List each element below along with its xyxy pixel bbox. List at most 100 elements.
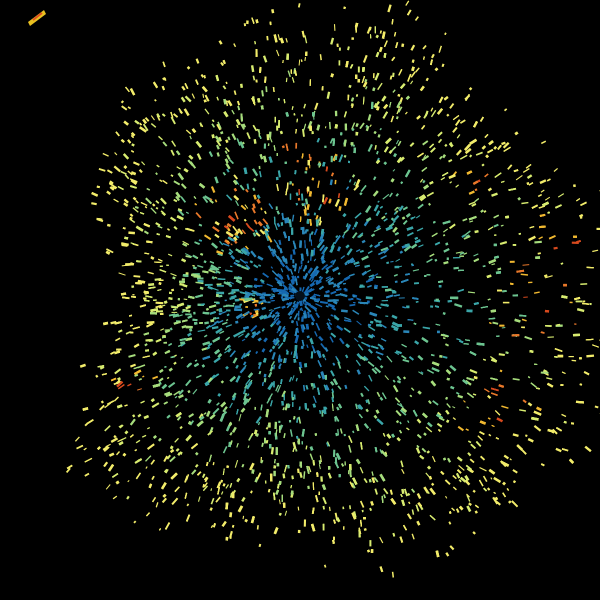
echo-streak — [242, 123, 247, 128]
echo-streak — [224, 150, 228, 154]
echo-streak — [258, 264, 262, 267]
echo-streak — [390, 260, 394, 263]
echo-streak — [171, 140, 177, 147]
echo-streak — [258, 543, 262, 548]
echo-streak — [210, 264, 219, 271]
echo-streak — [253, 313, 257, 317]
echo-streak — [113, 198, 119, 203]
echo-streak — [298, 59, 301, 66]
echo-streak — [137, 413, 142, 418]
echo-streak — [586, 354, 595, 358]
echo-streak — [500, 224, 504, 227]
echo-streak — [524, 335, 533, 341]
echo-streak — [321, 484, 327, 491]
echo-streak — [271, 248, 276, 254]
echo-streak — [228, 251, 232, 256]
echo-streak — [215, 270, 221, 274]
echo-streak — [466, 406, 470, 409]
echo-streak — [533, 410, 542, 416]
echo-streak — [303, 202, 306, 207]
echo-streak — [112, 495, 118, 500]
echo-streak — [260, 105, 264, 110]
echo-streak — [261, 90, 264, 97]
echo-streak — [392, 169, 396, 172]
echo-streak — [445, 552, 450, 557]
echo-streak — [330, 172, 335, 177]
echo-streak — [177, 394, 184, 399]
echo-streak — [343, 197, 349, 206]
echo-streak — [267, 283, 274, 288]
echo-streak — [209, 507, 213, 511]
echo-streak — [226, 465, 230, 469]
echo-streak — [274, 252, 279, 260]
echo-streak — [376, 150, 379, 155]
echo-streak — [507, 164, 513, 170]
echo-streak — [270, 251, 276, 258]
echo-streak — [229, 432, 233, 436]
echo-streak — [379, 364, 384, 369]
echo-streak — [493, 476, 502, 484]
echo-streak — [319, 300, 328, 305]
echo-streak — [159, 179, 163, 183]
echo-streak — [281, 289, 289, 295]
echo-streak — [374, 243, 381, 249]
echo-streak — [395, 42, 399, 49]
echo-streak — [421, 447, 427, 453]
echo-streak — [297, 266, 301, 274]
echo-streak — [540, 140, 547, 145]
echo-streak — [180, 196, 187, 203]
echo-streak — [359, 249, 364, 253]
echo-streak — [158, 377, 164, 383]
echo-streak — [515, 174, 523, 181]
echo-streak — [310, 523, 316, 532]
echo-streak — [242, 515, 245, 520]
echo-streak — [469, 458, 475, 464]
echo-streak — [329, 179, 333, 186]
echo-streak — [212, 461, 215, 466]
echo-streak — [396, 375, 402, 381]
echo-streak — [231, 133, 237, 141]
echo-streak — [539, 213, 546, 217]
echo-streak — [105, 484, 111, 490]
echo-streak — [185, 255, 192, 259]
echo-streak — [99, 365, 105, 370]
echo-streak — [230, 243, 233, 246]
echo-streak — [212, 407, 220, 415]
echo-streak — [410, 71, 416, 78]
echo-streak — [277, 312, 280, 315]
echo-streak — [527, 376, 531, 379]
echo-streak — [381, 215, 386, 220]
echo-streak — [120, 437, 127, 441]
echo-streak — [398, 106, 401, 109]
echo-streak — [215, 144, 220, 150]
echo-streak — [212, 226, 220, 233]
echo-streak — [244, 295, 250, 298]
echo-streak — [239, 366, 246, 374]
echo-streak — [124, 174, 130, 180]
echo-streak — [411, 533, 415, 540]
echo-streak — [446, 113, 450, 117]
echo-streak — [522, 264, 530, 266]
echo-streak — [391, 571, 395, 578]
echo-streak — [366, 269, 372, 273]
echo-streak — [120, 292, 127, 296]
echo-streak — [222, 85, 227, 90]
echo-streak — [253, 264, 259, 269]
echo-streak — [487, 187, 493, 192]
echo-streak — [409, 142, 415, 147]
echo-streak — [142, 118, 147, 124]
echo-streak — [206, 410, 211, 417]
echo-streak — [293, 303, 297, 307]
echo-streak — [143, 414, 150, 420]
echo-streak — [533, 425, 542, 432]
echo-streak — [129, 88, 136, 96]
echo-streak — [354, 337, 359, 343]
echo-streak — [533, 291, 540, 294]
echo-streak — [310, 337, 314, 345]
echo-streak — [455, 391, 460, 395]
echo-streak — [227, 100, 233, 107]
echo-streak — [251, 290, 258, 294]
echo-streak — [147, 427, 151, 430]
echo-streak — [152, 375, 159, 380]
